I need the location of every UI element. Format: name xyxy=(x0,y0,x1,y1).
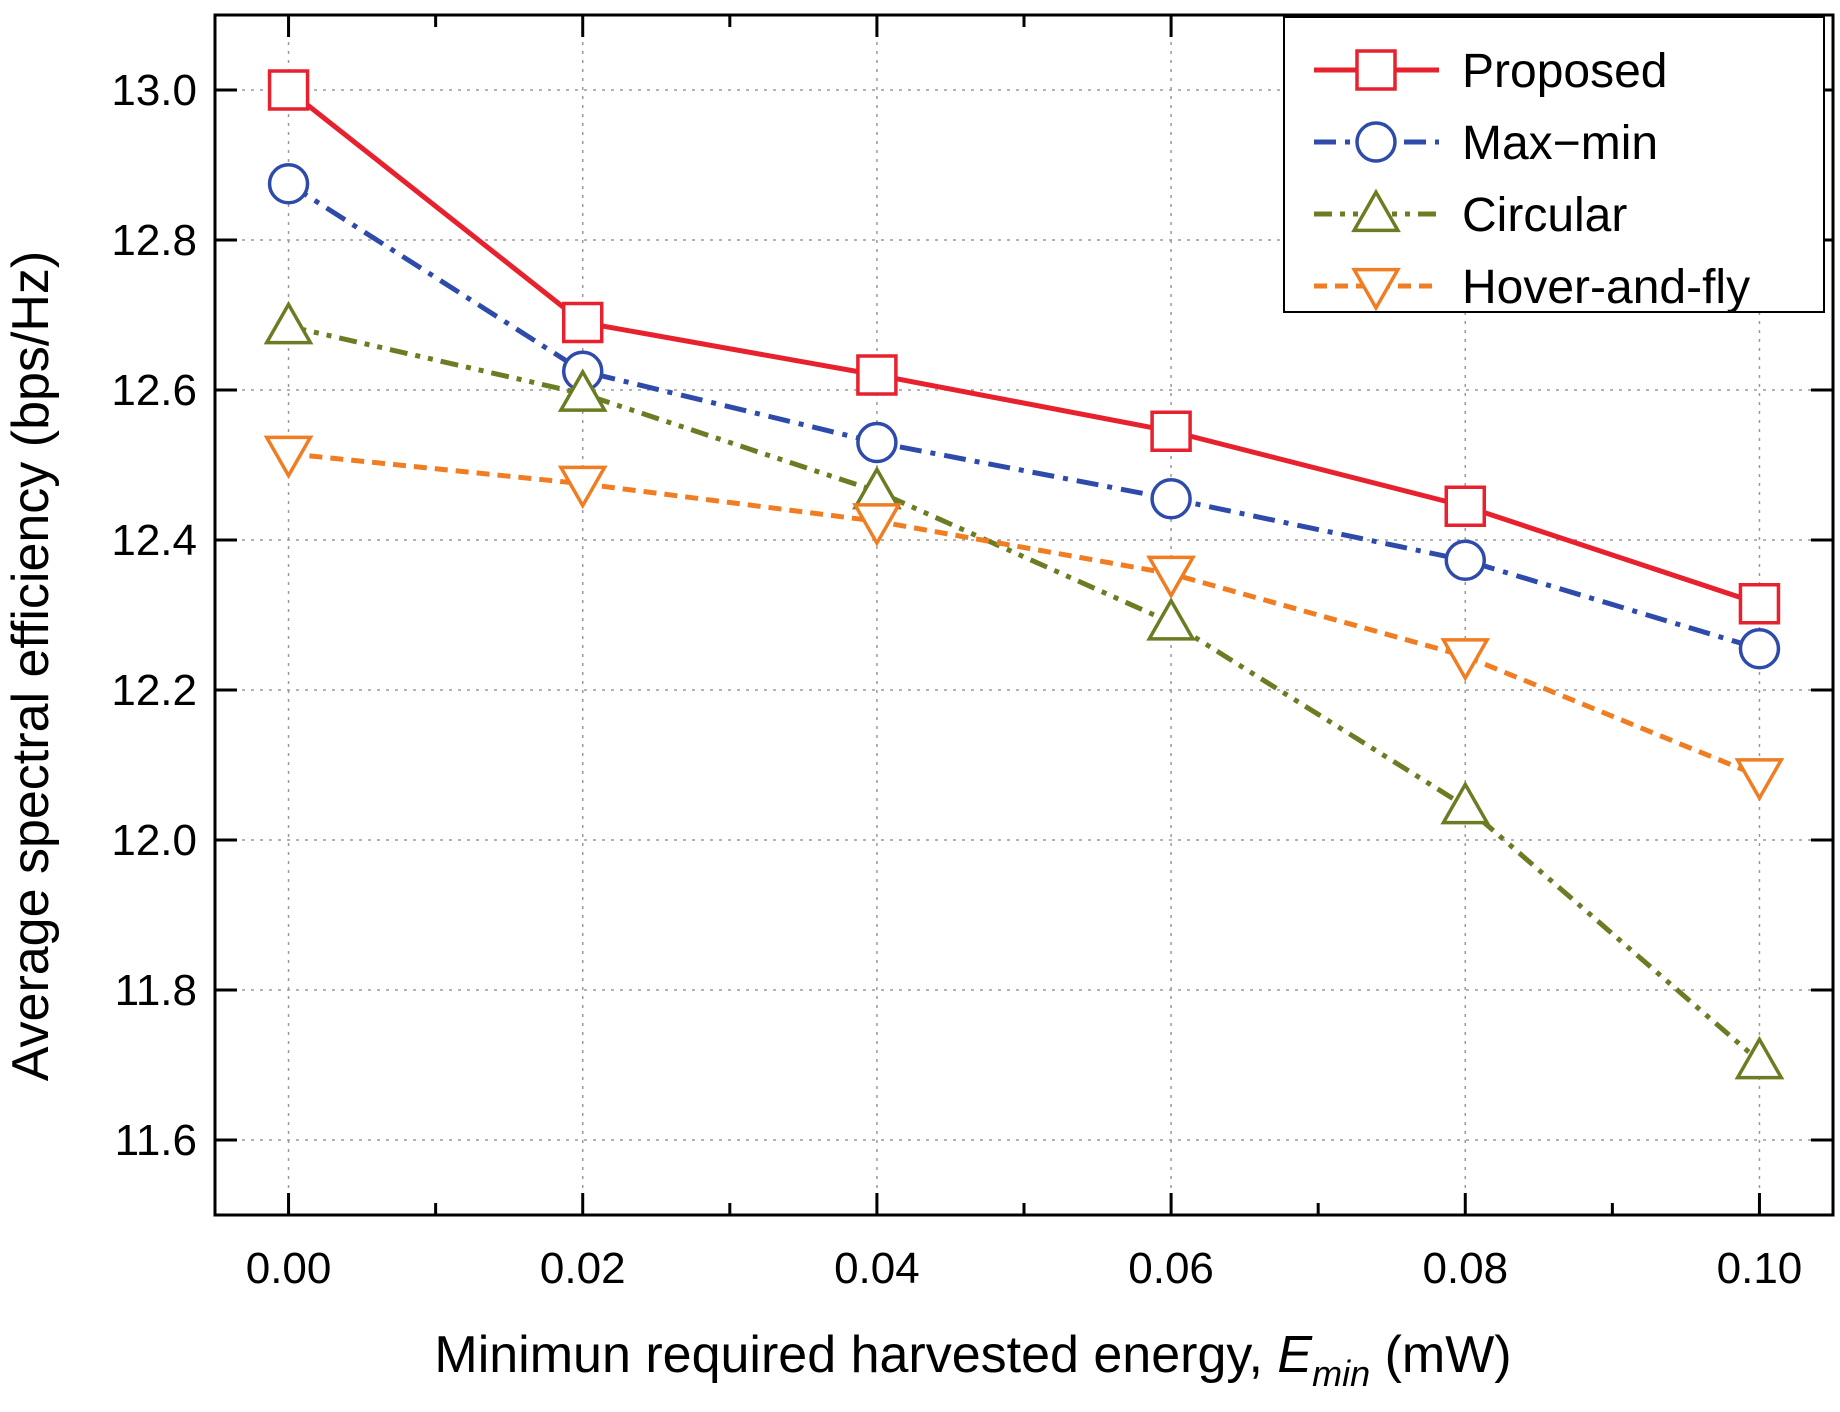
data-point-proposed xyxy=(561,301,604,344)
series-hover-and-fly xyxy=(263,435,1785,802)
y-tick-label: 12.0 xyxy=(111,816,197,865)
x-tick-label: 0.04 xyxy=(834,1244,920,1293)
y-tick-label: 12.6 xyxy=(111,366,197,415)
legend-marker-circular xyxy=(1351,188,1401,233)
y-tick-label: 11.8 xyxy=(115,966,197,1015)
legend-label-circular: Circular xyxy=(1462,189,1627,242)
data-point-max-min xyxy=(267,163,310,205)
y-tick-label: 12.2 xyxy=(111,666,197,715)
data-point-max-min xyxy=(1738,628,1781,670)
x-axis-title-symbol: E xyxy=(1277,1326,1313,1384)
legend-entry-hover-and-fly: Hover-and-fly xyxy=(1314,261,1750,314)
legend-marker-proposed xyxy=(1355,49,1397,91)
legend-marker-hover-and-fly xyxy=(1351,267,1401,312)
x-tick-label: 0.10 xyxy=(1717,1244,1803,1293)
series-proposed xyxy=(267,69,1781,625)
data-point-max-min xyxy=(1444,539,1487,581)
y-axis-title: Average spectral efficiency (bps/Hz) xyxy=(2,251,60,1081)
data-point-max-min xyxy=(856,421,898,464)
legend-entry-circular: Circular xyxy=(1314,188,1627,242)
axes: 0.00 0.02 0.04 0.06 0.08 0.10 11.6 11.8 12.0 12.2… xyxy=(111,15,1833,1293)
data-point-proposed xyxy=(1444,485,1487,527)
data-point-circular xyxy=(1146,597,1196,641)
series-line-max-min xyxy=(287,181,1761,652)
data-point-proposed xyxy=(856,354,898,396)
series-line-hover-and-fly xyxy=(288,451,1761,779)
legend-label-max-min: Max−min xyxy=(1462,117,1658,170)
x-axis-title-text: Minimun required harvested energy, xyxy=(434,1326,1277,1384)
data-point-circular xyxy=(1440,780,1491,825)
x-tick-label: 0.00 xyxy=(246,1244,332,1293)
data-point-circular xyxy=(852,465,902,510)
y-tick-label: 12.8 xyxy=(111,216,197,265)
series-layer xyxy=(263,69,1785,1080)
series-circular xyxy=(263,300,1785,1080)
x-axis-title-unit: (mW) xyxy=(1370,1326,1511,1384)
data-point-proposed xyxy=(267,69,310,111)
x-axis-title: Minimun required harvested energy, Emin … xyxy=(434,1326,1511,1394)
x-tick-label: 0.02 xyxy=(540,1244,626,1293)
data-point-hover-and-fly xyxy=(557,465,608,510)
series-max-min xyxy=(267,163,1781,670)
series-line-proposed xyxy=(286,88,1761,607)
legend-label-proposed: Proposed xyxy=(1462,45,1667,98)
data-point-circular xyxy=(557,368,608,412)
y-tick-label: 11.6 xyxy=(115,1116,197,1165)
data-point-hover-and-fly xyxy=(1440,638,1491,682)
y-tick-label: 13.0 xyxy=(111,66,197,115)
data-point-hover-and-fly xyxy=(1146,555,1196,600)
x-tick-label: 0.08 xyxy=(1422,1244,1508,1293)
data-point-hover-and-fly xyxy=(1734,758,1785,802)
data-point-circular xyxy=(263,300,314,345)
legend-box xyxy=(1283,16,1825,313)
legend-entry-max-min: Max−min xyxy=(1314,117,1658,170)
x-axis-title-subscript: min xyxy=(1312,1353,1370,1394)
y-tick-label: 12.4 xyxy=(111,516,197,565)
x-tick-label: 0.06 xyxy=(1128,1244,1214,1293)
data-point-max-min xyxy=(1150,478,1192,520)
legend-marker-max-min xyxy=(1355,121,1397,163)
data-point-circular xyxy=(1734,1035,1785,1080)
data-point-hover-and-fly xyxy=(852,503,902,547)
data-point-hover-and-fly xyxy=(263,435,314,480)
data-point-proposed xyxy=(1738,583,1781,625)
data-point-proposed xyxy=(1150,410,1192,452)
legend-label-hover-and-fly: Hover-and-fly xyxy=(1462,261,1750,314)
legend-entry-proposed: Proposed xyxy=(1314,45,1667,98)
legend: Proposed Max−min Circular Hover-and-fly xyxy=(1283,16,1825,314)
series-line-circular xyxy=(287,323,1762,1064)
